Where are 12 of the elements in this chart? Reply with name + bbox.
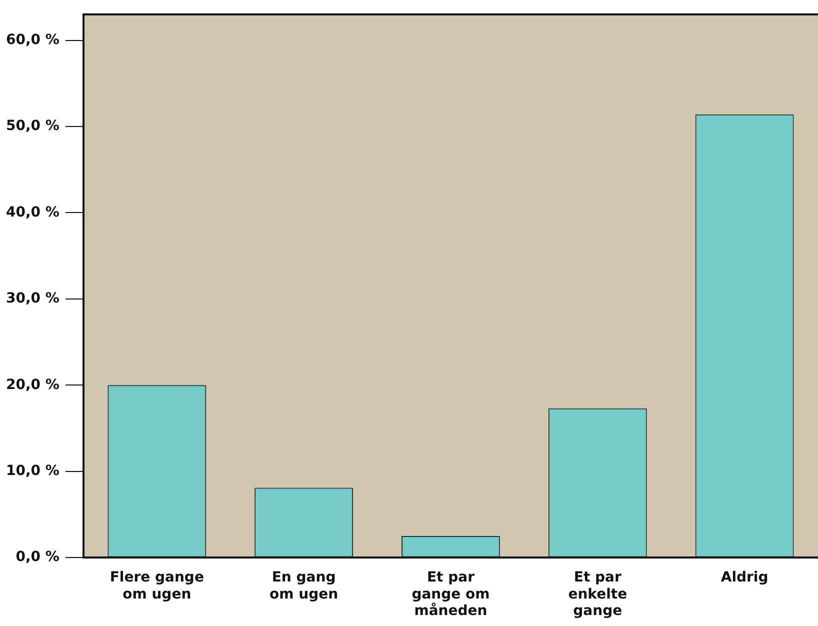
y-tick-label: 30,0 % (6, 290, 60, 307)
y-tick-label: 60,0 % (6, 32, 60, 48)
x-tick-label: Aldrig (720, 570, 768, 586)
x-tick-label: En gang om ugen (270, 570, 338, 602)
y-tick-label: 50,0 % (6, 118, 60, 134)
y-tick-label: 10,0 % (6, 463, 60, 480)
y-tick-label: 0,0 % (16, 549, 60, 566)
y-tick-label: 40,0 % (6, 204, 60, 220)
x-tick-label: Et par enkelte gange (568, 570, 628, 620)
x-tick-label: Et par gange om måneden (412, 570, 490, 620)
x-tick-label: Flere gange om ugen (110, 570, 204, 602)
y-tick-label: 20,0 % (6, 376, 60, 393)
